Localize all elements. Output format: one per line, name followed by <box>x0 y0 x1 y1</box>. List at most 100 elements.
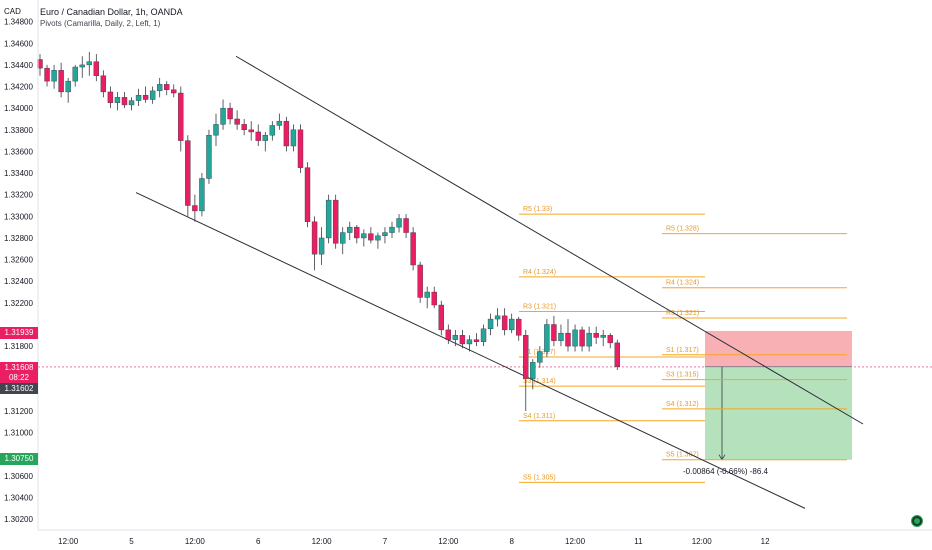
y-tick-label: 1.34800 <box>4 18 33 27</box>
candles <box>37 51 620 412</box>
channel-lower-line <box>135 192 806 509</box>
candle-body <box>283 120 290 147</box>
y-tick-label: 1.30400 <box>4 494 33 503</box>
candle-body <box>241 124 247 130</box>
pivot-label: R5 (1.33) <box>523 206 552 213</box>
descending-channel <box>135 55 864 509</box>
stop-loss-zone <box>705 330 852 367</box>
candle-body <box>114 97 121 103</box>
short-position-tool <box>705 330 852 461</box>
candle-body <box>220 107 226 125</box>
candle-body <box>375 235 381 241</box>
y-tick-label: 1.31200 <box>4 407 33 416</box>
candle-body <box>86 61 92 66</box>
candle-body <box>93 61 100 76</box>
pivot-label: R4 (1.324) <box>666 280 699 287</box>
candle-body <box>452 335 459 340</box>
y-tick-label: 1.31800 <box>4 342 33 351</box>
currency-label: CAD <box>4 7 21 16</box>
y-tick-label: 1.32600 <box>4 256 33 265</box>
candle-body <box>79 64 85 68</box>
candle-body <box>551 324 557 341</box>
y-tick-label: 1.34400 <box>4 61 33 70</box>
candle-body <box>227 107 233 120</box>
x-tick-label: 12:00 <box>312 537 333 546</box>
candle-body <box>156 84 163 92</box>
candle-body <box>382 232 388 236</box>
candle-body <box>213 124 219 136</box>
x-tick-label: 12:00 <box>692 537 713 546</box>
y-tick-label: 1.33400 <box>4 169 33 178</box>
x-tick-label: 12:00 <box>565 537 586 546</box>
candle-body <box>558 332 564 341</box>
candle-body <box>340 232 346 244</box>
candle-body <box>593 332 599 338</box>
candle-body <box>304 167 311 222</box>
candle-body <box>199 178 205 212</box>
candle-body <box>164 84 170 90</box>
candle-body <box>178 92 184 141</box>
candle-body <box>325 199 332 239</box>
candle-body <box>459 335 466 345</box>
x-tick-label: 5 <box>129 537 134 546</box>
pivot-label: R3 (1.321) <box>666 310 699 317</box>
candle-body <box>480 328 487 342</box>
target-price-tag: 1.30750 <box>0 453 38 465</box>
candle-body <box>544 324 550 352</box>
x-tick-label: 7 <box>383 537 388 546</box>
y-tick-label: 1.30600 <box>4 472 33 481</box>
candle-body <box>565 332 571 347</box>
candle-body <box>100 75 107 93</box>
logo-dot-icon <box>914 518 920 524</box>
candle-body <box>248 129 254 133</box>
channel-upper-line <box>235 55 864 425</box>
pivot-label: R5 (1.328) <box>666 226 699 233</box>
candle-body <box>466 339 473 345</box>
candle-body <box>403 218 409 233</box>
candle-body <box>58 70 64 93</box>
low-price-tag: 1.31602 <box>0 383 38 394</box>
y-tick-label: 1.33200 <box>4 191 33 200</box>
candle-body <box>347 226 353 233</box>
candle-body <box>354 226 360 239</box>
pivot-label: R4 (1.324) <box>523 269 556 276</box>
candle-body <box>128 100 135 106</box>
candle-body <box>332 199 339 244</box>
candle-body <box>149 90 156 100</box>
candle-body <box>530 362 536 379</box>
candle-body <box>44 67 50 82</box>
pivot-label: S5 (1.305) <box>523 474 556 481</box>
x-tick-label: 12 <box>761 537 770 546</box>
take-profit-zone <box>705 366 852 460</box>
candle-body <box>586 332 592 347</box>
candle-body <box>72 66 78 82</box>
x-tick-label: 12:00 <box>185 537 206 546</box>
countdown-tag: 08:22 <box>0 373 38 383</box>
candle-body <box>501 315 508 331</box>
candle-body <box>445 329 452 340</box>
candle-body <box>516 318 522 336</box>
current-price-tag: 1.31608 <box>0 362 38 373</box>
indicator-label: Pivots (Camarilla, Daily, 2, Left, 1) <box>40 19 161 28</box>
candle-body <box>368 233 374 241</box>
pivot-levels: R5 (1.33) R4 (1.324) R3 (1.321) S1 (1.317) S… <box>519 206 847 483</box>
pivot-label: S3 (1.315) <box>666 372 699 379</box>
candle-body <box>431 291 437 306</box>
candle-body <box>410 232 416 266</box>
y-tick-label: 1.34600 <box>4 39 33 48</box>
x-tick-label: 6 <box>256 537 261 546</box>
candle-body <box>234 118 240 125</box>
candle-body <box>600 335 606 338</box>
tradingview-logo-icon[interactable] <box>911 515 923 527</box>
candle-body <box>318 237 325 255</box>
y-tick-label: 1.32400 <box>4 277 33 286</box>
y-tick-label: 1.33000 <box>4 212 33 221</box>
y-tick-label: 1.34200 <box>4 83 33 92</box>
y-tick-label: 1.31000 <box>4 429 33 438</box>
x-tick-label: 11 <box>634 537 643 546</box>
candle-body <box>614 342 620 367</box>
y-tick-label: 1.33600 <box>4 147 33 156</box>
candle-body <box>473 339 480 342</box>
candle-body <box>396 218 402 228</box>
